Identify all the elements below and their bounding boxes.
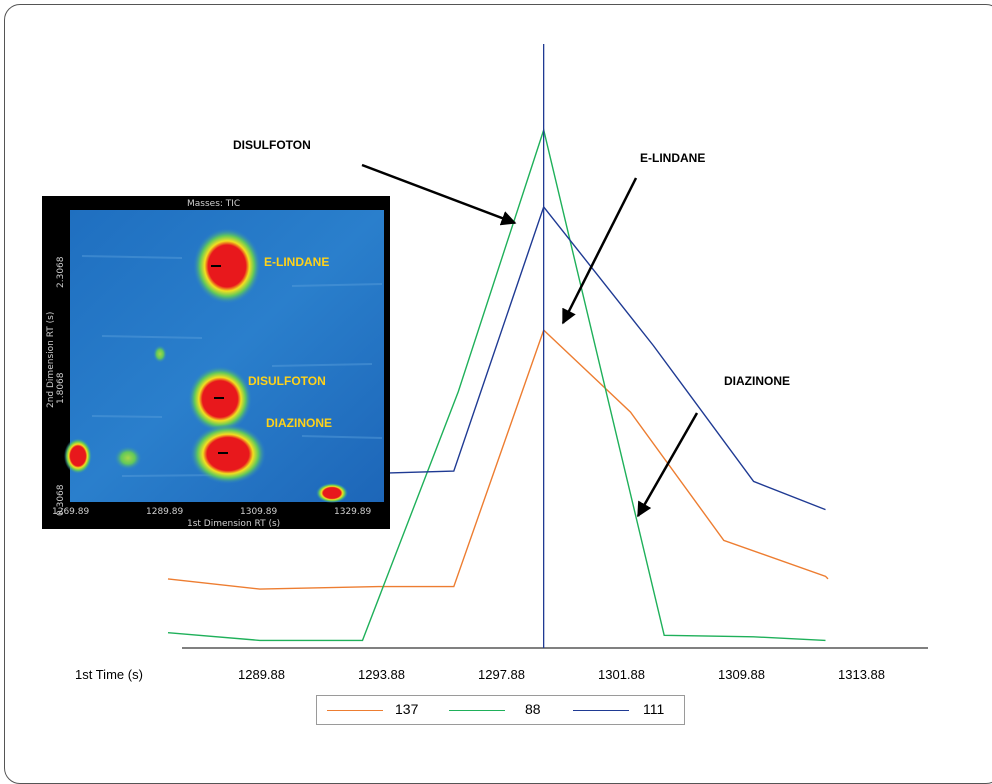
callout-elindane: E-LINDANE (640, 151, 705, 165)
legend-swatch-88 (449, 710, 505, 711)
arrow-disulfoton (361, 163, 517, 226)
legend-item-88: 88 (449, 696, 559, 724)
peak-elindane (193, 228, 261, 304)
callout-disulfoton: DISULFOTON (233, 138, 311, 152)
peak-minor-3 (153, 345, 167, 363)
legend-label-88: 88 (525, 701, 541, 717)
arrow-diazinone (636, 412, 699, 518)
legend-item-137: 137 (327, 696, 437, 724)
inset-x-tick-1: 1269.89 (52, 507, 89, 517)
series-line-88 (167, 127, 826, 642)
inset-y-axis-label: 2nd Dimension RT (s) (46, 312, 56, 408)
legend-swatch-137 (327, 710, 383, 711)
arrow-elindane (561, 177, 638, 325)
inset-x-tick-4: 1329.89 (334, 507, 371, 517)
inset-x-axis-label: 1st Dimension RT (s) (187, 519, 280, 529)
inset-label-diazinone: DIAZINONE (266, 416, 332, 430)
legend-item-111: 111 (573, 696, 683, 724)
legend-swatch-111 (573, 710, 629, 711)
x-tick-label: 1309.88 (718, 667, 765, 682)
streak-pattern (81, 255, 383, 477)
inset-y-tick-2: 1.8068 (56, 372, 66, 404)
inset-x-tick-2: 1289.89 (146, 507, 183, 517)
x-tick-label: 1313.88 (838, 667, 885, 682)
peak-minor-4 (114, 446, 142, 470)
peak-minor-1 (64, 438, 92, 474)
contour-plot: Masses: TIC E-LINDANE DISULFOTON DIAZINO… (46, 199, 384, 529)
peak-minor-2 (316, 483, 348, 503)
inset-y-tick-1: 2.3068 (56, 256, 66, 288)
legend-label-111: 111 (643, 701, 665, 717)
chart-legend: 137 88 111 (316, 695, 685, 725)
x-tick-labels: 1289.88 1293.88 1297.88 1301.88 1309.88 1313.… (238, 667, 885, 682)
masses-label: Masses: TIC (187, 199, 240, 209)
x-tick-label: 1289.88 (238, 667, 285, 682)
x-axis-title: 1st Time (s) (75, 667, 143, 682)
inset-y-tick-3: 0.3068 (56, 484, 66, 516)
callout-diazinone: DIAZINONE (724, 374, 790, 388)
inset-label-disulfoton: DISULFOTON (248, 374, 326, 388)
inset-x-tick-3: 1309.89 (240, 507, 277, 517)
x-tick-label: 1293.88 (358, 667, 405, 682)
gcxgc-contour-inset: Masses: TIC E-LINDANE DISULFOTON DIAZINO… (42, 196, 390, 529)
legend-label-137: 137 (395, 701, 419, 717)
x-tick-label: 1301.88 (598, 667, 645, 682)
x-tick-label: 1297.88 (478, 667, 525, 682)
inset-label-elindane: E-LINDANE (264, 255, 329, 269)
